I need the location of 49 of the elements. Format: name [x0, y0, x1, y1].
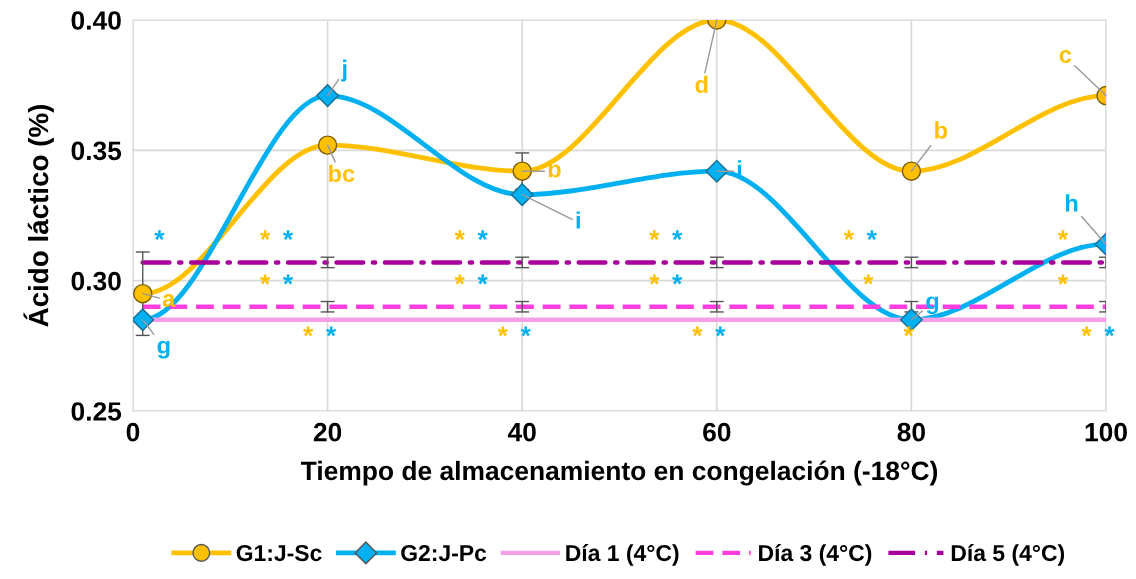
- legend-label: Día 3 (4°C): [759, 544, 872, 566]
- x-tick-label: 40: [507, 422, 536, 442]
- annotation: * *: [454, 274, 488, 285]
- annotation: * *: [1081, 326, 1115, 337]
- annotation: *: [154, 230, 165, 241]
- annotation: * *: [497, 326, 531, 337]
- data-label: d: [695, 75, 708, 93]
- x-tick-label: 80: [897, 422, 925, 442]
- data-label: i: [576, 211, 580, 229]
- y-tick-label: 0.40: [71, 11, 121, 30]
- point: [316, 84, 340, 108]
- data-label: c: [1059, 50, 1072, 64]
- data-label: bc: [329, 164, 355, 183]
- point: [510, 183, 534, 207]
- point: [512, 161, 532, 181]
- annotation: * *: [260, 274, 294, 285]
- annotation: * *: [649, 230, 683, 241]
- point: [133, 308, 155, 332]
- point: [705, 159, 729, 183]
- point: [317, 135, 338, 155]
- x-tick-label: 0: [126, 422, 140, 442]
- y-tick-label: 0.25: [71, 402, 122, 421]
- data-label: g: [157, 340, 170, 359]
- annotation: * *: [843, 230, 877, 241]
- annotation: *: [1057, 274, 1069, 285]
- data-label: j: [341, 59, 347, 82]
- point: [901, 161, 922, 181]
- x-axis-title: Tiempo de almacenamiento en congelación (-18°C): [300, 460, 938, 486]
- annotation: * *: [303, 326, 337, 337]
- data-label: h: [1065, 194, 1078, 212]
- y-tick-label: 0.30: [71, 271, 121, 291]
- legend-label: G2:J-Pc: [401, 544, 487, 562]
- x-tick-label: 100: [1085, 422, 1127, 442]
- legend-label: G1:J-Sc: [236, 544, 322, 562]
- annotation: * *: [649, 274, 683, 285]
- x-tick-label: 20: [313, 422, 342, 442]
- y-tick-label: 0.35: [71, 141, 122, 161]
- legend-label: Día 5 (4°C): [951, 544, 1065, 566]
- annotation: *: [903, 326, 914, 337]
- annotation: * *: [260, 230, 294, 241]
- annotation: * *: [692, 326, 726, 337]
- annotation: *: [863, 274, 874, 285]
- legend-label: Día 1 (4°C): [566, 544, 679, 566]
- point: [133, 283, 153, 304]
- y-axis-title: Ácido láctico (%): [23, 104, 54, 327]
- annotation: * *: [454, 230, 488, 241]
- annotation: *: [1057, 230, 1069, 241]
- data-label: b: [935, 121, 948, 139]
- x-tick-label: 60: [703, 422, 731, 442]
